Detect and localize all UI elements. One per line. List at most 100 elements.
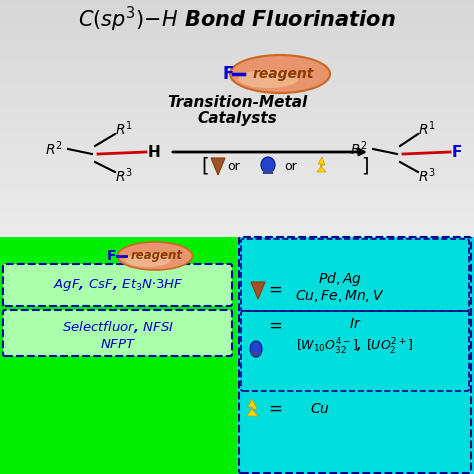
Bar xyxy=(0,195,474,196)
Bar xyxy=(0,82,474,83)
Bar xyxy=(0,101,474,102)
Bar xyxy=(0,157,474,158)
Bar xyxy=(0,161,474,162)
Bar xyxy=(0,18,474,19)
Bar xyxy=(0,236,474,237)
Bar xyxy=(0,12,474,13)
Polygon shape xyxy=(247,399,258,416)
Bar xyxy=(0,39,474,40)
Bar xyxy=(0,147,474,148)
Bar xyxy=(0,120,474,121)
Bar xyxy=(0,65,474,66)
Text: $[W_{10}O_{32}^{4-}]$, $[UO_2^{2+}]$: $[W_{10}O_{32}^{4-}]$, $[UO_2^{2+}]$ xyxy=(296,337,414,357)
Bar xyxy=(0,42,474,43)
Bar xyxy=(0,175,474,176)
Text: $Selectfluor$, $NFSI$: $Selectfluor$, $NFSI$ xyxy=(62,319,174,335)
Bar xyxy=(0,197,474,198)
Bar xyxy=(0,99,474,100)
Bar xyxy=(0,52,474,53)
Bar xyxy=(0,87,474,88)
Bar xyxy=(0,75,474,76)
Bar xyxy=(0,25,474,26)
Bar xyxy=(0,47,474,48)
Bar xyxy=(0,13,474,14)
Bar xyxy=(0,69,474,70)
Bar xyxy=(0,143,474,144)
Bar xyxy=(0,5,474,6)
Bar xyxy=(0,208,474,209)
Bar xyxy=(0,51,474,52)
Bar xyxy=(0,216,474,217)
Bar xyxy=(0,53,474,54)
Bar xyxy=(0,97,474,98)
Bar xyxy=(0,237,237,474)
Bar xyxy=(0,14,474,15)
Bar xyxy=(0,177,474,178)
Bar xyxy=(0,20,474,21)
Bar xyxy=(0,3,474,4)
Bar xyxy=(0,228,474,229)
Bar xyxy=(0,103,474,104)
Bar xyxy=(0,182,474,183)
Bar xyxy=(0,151,474,152)
Text: F: F xyxy=(107,249,117,263)
Bar xyxy=(0,1,474,2)
Bar xyxy=(0,92,474,93)
Bar xyxy=(263,170,273,174)
Bar xyxy=(0,55,474,56)
Bar xyxy=(0,218,474,219)
Bar xyxy=(0,113,474,114)
Bar xyxy=(0,233,474,234)
Bar xyxy=(0,36,474,37)
Bar xyxy=(0,62,474,63)
Bar xyxy=(0,209,474,210)
Bar xyxy=(0,124,474,125)
Bar xyxy=(0,215,474,216)
Bar xyxy=(0,86,474,87)
Bar xyxy=(0,171,474,172)
Bar xyxy=(0,212,474,213)
Bar xyxy=(0,180,474,181)
Bar xyxy=(0,170,474,171)
Bar xyxy=(0,93,474,94)
Bar xyxy=(0,50,474,51)
Bar xyxy=(0,119,474,120)
Bar xyxy=(0,22,474,23)
FancyBboxPatch shape xyxy=(3,264,232,306)
Bar xyxy=(0,202,474,203)
Bar xyxy=(0,46,474,47)
Bar xyxy=(0,235,474,236)
Bar xyxy=(237,237,474,474)
Text: reagent: reagent xyxy=(252,67,314,81)
Bar xyxy=(0,201,474,202)
Bar xyxy=(0,11,474,12)
Bar xyxy=(0,38,474,39)
FancyBboxPatch shape xyxy=(0,0,474,237)
Bar xyxy=(0,168,474,169)
Bar xyxy=(0,78,474,79)
Bar xyxy=(0,110,474,111)
Bar xyxy=(0,115,474,116)
Bar xyxy=(251,352,261,356)
Bar xyxy=(0,24,474,25)
Bar xyxy=(0,160,474,161)
Bar xyxy=(0,107,474,108)
Text: Transition-Metal: Transition-Metal xyxy=(167,94,307,109)
Bar xyxy=(0,185,474,186)
Bar xyxy=(0,211,474,212)
Bar xyxy=(0,66,474,67)
Bar xyxy=(0,68,474,69)
Bar xyxy=(0,167,474,168)
Bar xyxy=(0,7,474,8)
Bar xyxy=(0,76,474,77)
Bar xyxy=(0,123,474,124)
Bar xyxy=(0,32,474,33)
Bar xyxy=(0,183,474,184)
Bar xyxy=(0,230,474,231)
Bar xyxy=(0,85,474,86)
Bar xyxy=(0,45,474,46)
Bar xyxy=(0,145,474,146)
Bar xyxy=(0,8,474,9)
Bar xyxy=(0,166,474,167)
Bar xyxy=(0,146,474,147)
